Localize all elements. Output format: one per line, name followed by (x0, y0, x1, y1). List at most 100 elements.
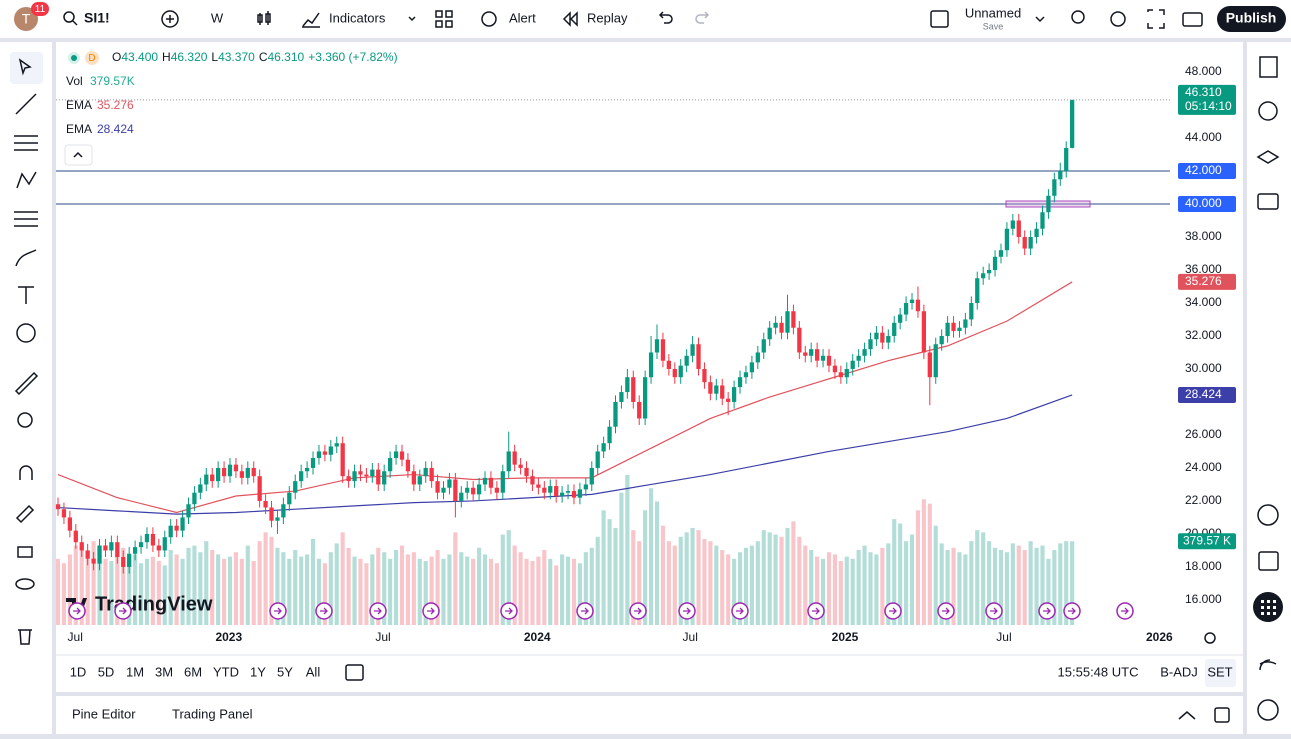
price-badge: 46.310 (1185, 85, 1222, 99)
session[interactable]: SET (1207, 664, 1232, 679)
volume-bar (672, 545, 677, 625)
candle-body (310, 458, 316, 468)
fullscreen[interactable] (1147, 9, 1165, 29)
watchlist[interactable] (1259, 56, 1278, 78)
icon-tool[interactable] (16, 323, 36, 343)
y-tick-label: 18.000 (1185, 559, 1222, 573)
volume-bar (690, 527, 695, 625)
fib-tool[interactable] (14, 135, 38, 151)
candle-body (506, 451, 511, 472)
snapshot[interactable] (1182, 12, 1203, 27)
range-button[interactable]: 1Y (250, 664, 266, 679)
lock-draw-tool[interactable] (15, 504, 35, 524)
volume-bar (174, 554, 179, 625)
cursor-tool[interactable] (18, 58, 32, 76)
candle-body (571, 491, 577, 498)
candle-body (162, 537, 167, 551)
indicators-icon[interactable] (302, 12, 320, 28)
chevron[interactable] (408, 16, 416, 22)
range-button[interactable]: 5Y (277, 664, 293, 679)
layout-icon[interactable] (930, 10, 949, 28)
redo[interactable] (695, 11, 710, 24)
volume-bar (1064, 541, 1069, 625)
alert-icon[interactable] (481, 11, 497, 27)
bottom-panel (56, 696, 1243, 734)
replay[interactable]: Replay (587, 10, 628, 25)
expand-panel[interactable] (1178, 711, 1196, 720)
save[interactable]: Save (983, 21, 1004, 31)
candle-body (886, 335, 891, 343)
projection-tool[interactable] (14, 211, 38, 227)
candle-body (103, 545, 108, 551)
layers[interactable] (1256, 150, 1280, 164)
candle-body (963, 319, 968, 328)
volume-bar (785, 527, 790, 625)
volume-bar (732, 558, 737, 625)
collapse-button[interactable] (64, 144, 93, 166)
feed[interactable] (1259, 659, 1277, 671)
calendar[interactable] (1258, 551, 1279, 571)
layout-name[interactable]: Unnamed (965, 5, 1021, 20)
brush-tool[interactable] (15, 249, 37, 267)
goto-date[interactable] (345, 664, 364, 681)
panel-tab[interactable]: Pine Editor (72, 706, 136, 721)
event-arrow (736, 607, 744, 615)
range-button[interactable]: YTD (213, 664, 239, 679)
range-button[interactable]: All (306, 664, 321, 679)
magnet-tool[interactable] (19, 465, 33, 480)
alert[interactable]: Alert (509, 10, 536, 25)
undo[interactable] (658, 11, 673, 24)
templates[interactable] (435, 10, 453, 28)
chat[interactable] (1257, 193, 1279, 210)
candle-body (631, 377, 636, 402)
volume-bar (441, 558, 446, 625)
text-tool[interactable] (18, 286, 34, 304)
right-toolbar (1247, 42, 1291, 734)
panel-tab[interactable]: Trading Panel (172, 706, 253, 721)
quick-search[interactable] (1071, 10, 1085, 24)
range-button[interactable]: 6M (184, 664, 202, 679)
alerts-panel[interactable] (1258, 101, 1278, 121)
avatar[interactable] (14, 7, 38, 31)
candle-body (494, 487, 500, 493)
measure-tool[interactable] (14, 371, 39, 396)
volume-bar (637, 541, 642, 625)
range-button[interactable]: 1D (70, 664, 87, 679)
candle-body (399, 451, 405, 460)
delete-tool[interactable] (18, 629, 32, 645)
volume-bar (281, 552, 286, 625)
trend-line-tool[interactable] (15, 93, 37, 115)
candle-body (1034, 228, 1039, 237)
event-arrow (73, 607, 81, 615)
range-button[interactable]: 3M (155, 664, 173, 679)
targets[interactable] (1257, 504, 1279, 526)
adjust[interactable]: B-ADJ (1160, 664, 1198, 679)
candle-body (358, 471, 363, 475)
candle-body (874, 332, 879, 340)
hide-tool[interactable] (15, 578, 35, 590)
axis-settings[interactable] (1204, 632, 1216, 644)
symbol[interactable]: SI1! (84, 10, 110, 26)
chart-type[interactable] (257, 11, 271, 25)
indicators[interactable]: Indicators (329, 10, 386, 25)
interval[interactable]: W (211, 10, 224, 25)
add-symbol[interactable] (161, 10, 179, 28)
publish-button[interactable] (1217, 6, 1286, 32)
maximize-panel[interactable] (1214, 707, 1230, 723)
chevron[interactable] (1035, 16, 1045, 23)
candle-body (471, 487, 476, 495)
pattern-tool[interactable] (16, 171, 37, 189)
level-badge: 40.000 (1185, 196, 1222, 210)
search-icon[interactable] (63, 11, 75, 23)
volume-bar (423, 561, 428, 625)
settings[interactable] (1110, 11, 1126, 27)
volume-bar (844, 556, 849, 625)
zoom-tool[interactable] (17, 412, 33, 428)
apps-grid (1261, 600, 1276, 615)
range-button[interactable]: 1M (126, 664, 144, 679)
replay-icon[interactable] (562, 11, 578, 27)
range-button[interactable]: 5D (98, 664, 115, 679)
lock-tool[interactable] (17, 546, 33, 558)
help[interactable] (1257, 699, 1279, 721)
candle-body (85, 550, 90, 559)
